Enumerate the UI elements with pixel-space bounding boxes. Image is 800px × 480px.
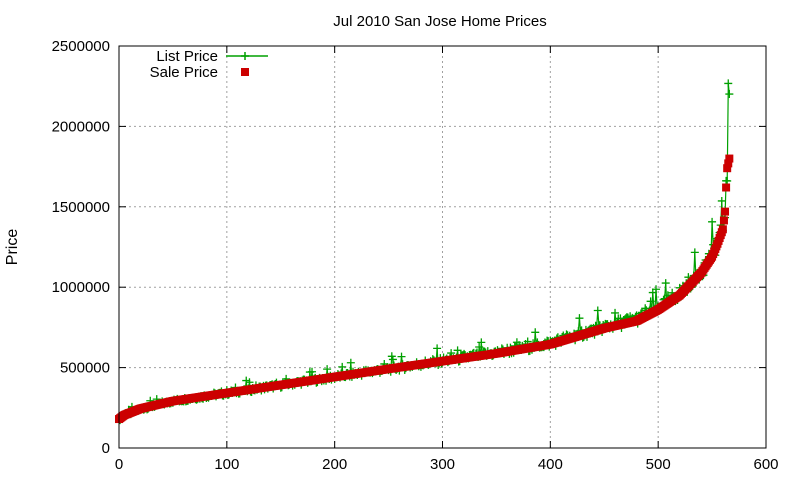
x-tick-label: 500 [646, 456, 671, 473]
list-price-point [725, 90, 734, 99]
sale-price-point [723, 164, 732, 173]
list-price-point [245, 378, 254, 387]
list-price-point [475, 342, 484, 351]
sale-price-point [719, 216, 728, 225]
list-price-point [388, 355, 397, 364]
list-price-point [433, 344, 442, 353]
x-tick-label: 0 [115, 456, 123, 473]
sale-price-point [721, 207, 730, 216]
sale-price-point [724, 159, 733, 168]
x-tick-label: 600 [753, 456, 778, 473]
legend-marker-list-price [241, 52, 249, 60]
legend-marker-sale-price [241, 68, 249, 76]
list-price-point [690, 248, 699, 257]
list-price-point [708, 217, 717, 226]
x-tick-label: 300 [430, 456, 455, 473]
list-price-point [593, 306, 602, 315]
list-price-point [308, 367, 317, 376]
list-price-point [338, 362, 347, 371]
y-tick-label: 0 [102, 440, 110, 457]
list-price-point [652, 285, 661, 294]
list-price-point [323, 365, 332, 374]
legend: List Price Sale Price [150, 48, 268, 81]
y-tick-label: 2000000 [52, 118, 110, 135]
list-price-point [646, 297, 655, 306]
ticks: 0 100 200 300 400 500 600 0 500000 1000000 1500000… [52, 38, 779, 473]
list-price-point [346, 358, 355, 367]
x-tick-label: 400 [538, 456, 563, 473]
sale-price-point [718, 225, 727, 234]
list-price-point [724, 79, 733, 88]
x-tick-label: 100 [214, 456, 239, 473]
list-price-point [477, 338, 486, 347]
list-price-point [575, 314, 584, 323]
y-tick-label: 500000 [60, 360, 110, 377]
list-price-point [717, 196, 726, 205]
data-layer [115, 79, 734, 425]
list-price-point [661, 279, 670, 288]
y-tick-label: 1500000 [52, 199, 110, 216]
sale-price-point [722, 183, 731, 192]
x-tick-label: 200 [322, 456, 347, 473]
sale-price-point [725, 154, 734, 163]
list-price-point [611, 308, 620, 317]
y-axis-label: Price [4, 229, 21, 266]
y-tick-label: 1000000 [52, 279, 110, 296]
legend-label-sale-price: Sale Price [150, 64, 218, 81]
y-tick-label: 2500000 [52, 38, 110, 55]
chart-title: Jul 2010 San Jose Home Prices [333, 13, 546, 30]
list-price-point [453, 346, 462, 355]
list-price-point [397, 352, 406, 361]
list-price-point [531, 328, 540, 337]
legend-label-list-price: List Price [156, 48, 218, 65]
